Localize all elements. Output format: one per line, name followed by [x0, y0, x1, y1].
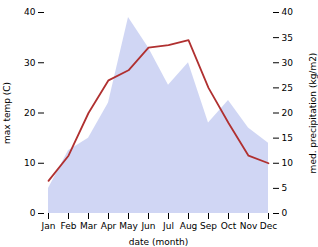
svg-text:Mar: Mar: [80, 221, 97, 231]
svg-text:Jan: Jan: [41, 221, 56, 231]
svg-text:Jul: Jul: [162, 221, 174, 231]
svg-text:Dec: Dec: [260, 221, 277, 231]
svg-text:20: 20: [24, 108, 36, 118]
svg-text:10: 10: [24, 158, 36, 168]
svg-text:May: May: [119, 221, 138, 231]
svg-text:5: 5: [282, 183, 288, 193]
svg-text:date (month): date (month): [129, 237, 188, 247]
svg-text:Nov: Nov: [240, 221, 258, 231]
svg-text:Sep: Sep: [200, 221, 217, 231]
svg-text:30: 30: [282, 58, 294, 68]
svg-text:Jun: Jun: [140, 221, 155, 231]
svg-text:35: 35: [282, 33, 293, 43]
svg-text:0: 0: [30, 208, 36, 218]
svg-text:0: 0: [282, 208, 288, 218]
svg-text:15: 15: [282, 133, 293, 143]
svg-text:30: 30: [24, 58, 36, 68]
svg-text:med. precipitation (kg/m2): med. precipitation (kg/m2): [308, 53, 318, 174]
svg-text:20: 20: [282, 108, 294, 118]
svg-text:Feb: Feb: [61, 221, 77, 231]
svg-text:40: 40: [24, 7, 36, 17]
svg-text:Aug: Aug: [180, 221, 198, 231]
svg-text:Oct: Oct: [221, 221, 237, 231]
svg-text:max temp (C): max temp (C): [2, 82, 12, 144]
svg-text:10: 10: [282, 158, 294, 168]
svg-text:25: 25: [282, 83, 293, 93]
svg-text:Apr: Apr: [101, 221, 117, 231]
svg-text:40: 40: [282, 7, 294, 17]
